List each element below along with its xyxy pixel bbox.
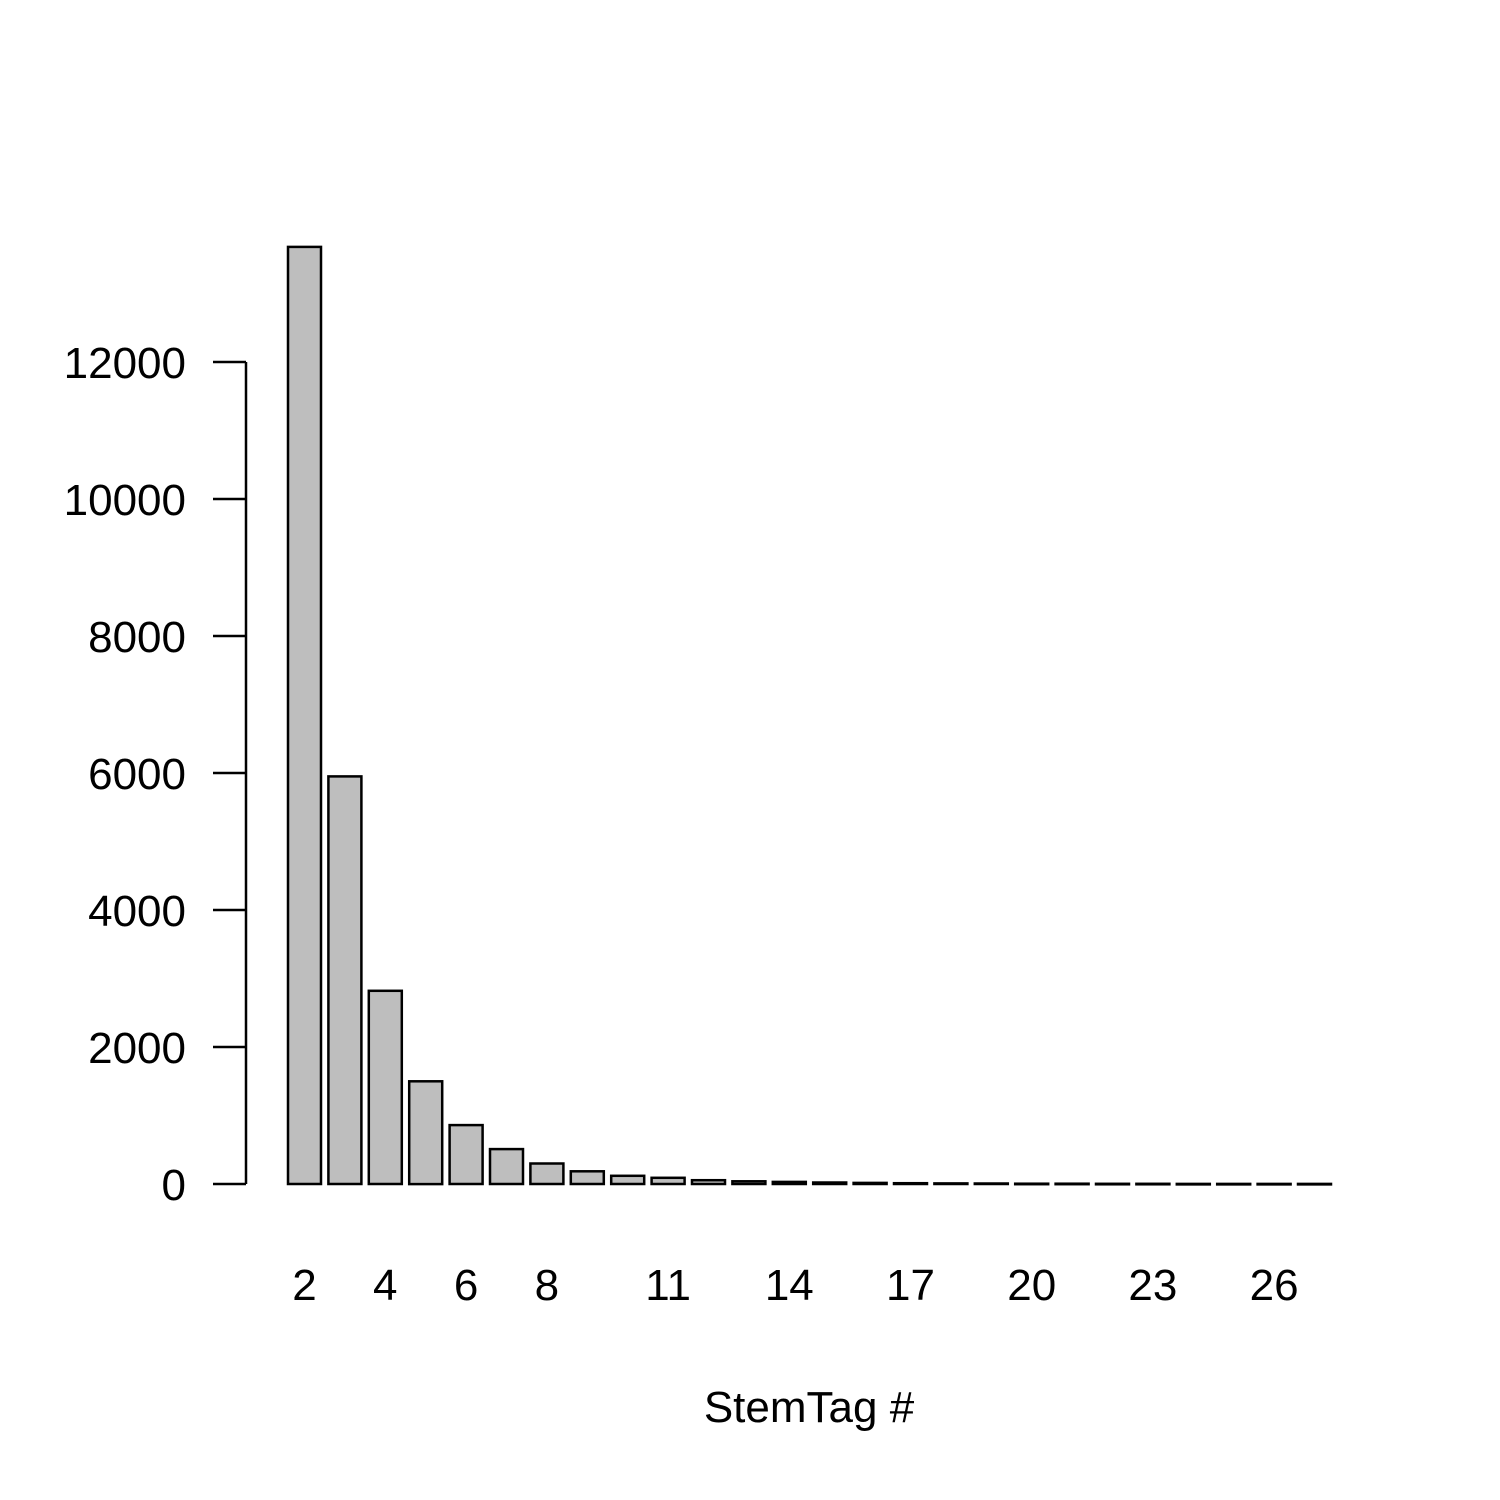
bar-stemtag-4 — [367, 989, 404, 1186]
x-tick-label-2: 2 — [292, 1261, 316, 1310]
bar-stemtag-26 — [1256, 1182, 1292, 1186]
x-tick-label-23: 23 — [1128, 1261, 1177, 1310]
bar-stemtag-25 — [1215, 1182, 1252, 1186]
bar-stemtag-12 — [690, 1178, 727, 1186]
bar-stemtag-6 — [448, 1123, 484, 1186]
bar-stemtag-18 — [933, 1182, 969, 1186]
y-tick-label-4000: 4000 — [88, 887, 186, 936]
bar-stemtag-3 — [327, 775, 363, 1186]
y-tick-label-12000: 12000 — [64, 339, 186, 388]
x-tick-label-20: 20 — [1007, 1261, 1056, 1310]
y-tick-label-2000: 2000 — [88, 1024, 186, 1073]
bar-stemtag-15 — [811, 1181, 848, 1186]
bar-stemtag-14 — [771, 1180, 808, 1186]
y-tick-label-0: 0 — [162, 1161, 186, 1210]
bar-stemtag-7 — [488, 1147, 525, 1186]
bars-group — [286, 245, 1333, 1186]
x-tick-label-4: 4 — [373, 1261, 397, 1310]
y-tick-label-6000: 6000 — [88, 750, 186, 799]
x-axis-tick-labels: 2 4 6 8 11 14 17 20 23 26 — [292, 1261, 1298, 1310]
bar-stemtag-5 — [407, 1080, 444, 1186]
x-tick-label-6: 6 — [454, 1261, 478, 1310]
bar-stemtag-17 — [892, 1181, 929, 1186]
x-axis-title: StemTag # — [704, 1383, 915, 1432]
bar-stemtag-22 — [1094, 1182, 1131, 1186]
bar-stemtag-13 — [731, 1180, 767, 1186]
bar-stemtag-8 — [529, 1162, 565, 1186]
bar-stemtag-19 — [973, 1182, 1010, 1186]
x-tick-label-8: 8 — [535, 1261, 559, 1310]
bar-stemtag-16 — [852, 1181, 888, 1186]
bar-stemtag-2 — [286, 245, 323, 1186]
x-tick-label-14: 14 — [765, 1261, 814, 1310]
bar-stemtag-23 — [1135, 1182, 1171, 1186]
bar-stemtag-24 — [1175, 1182, 1212, 1186]
x-tick-label-11: 11 — [645, 1261, 691, 1310]
y-tick-label-10000: 10000 — [64, 476, 186, 525]
bar-stemtag-21 — [1054, 1182, 1090, 1186]
y-tick-label-8000: 8000 — [88, 613, 186, 662]
x-tick-label-26: 26 — [1250, 1261, 1299, 1310]
bar-stemtag-20 — [1013, 1182, 1050, 1186]
bar-stemtag-11 — [650, 1176, 686, 1186]
x-tick-label-17: 17 — [886, 1261, 935, 1310]
bar-stemtag-9 — [569, 1170, 606, 1186]
bar-stemtag-27 — [1296, 1182, 1333, 1186]
bar-stemtag-10 — [609, 1174, 646, 1186]
y-axis: 0 2000 4000 6000 8000 10000 12000 — [64, 339, 248, 1210]
